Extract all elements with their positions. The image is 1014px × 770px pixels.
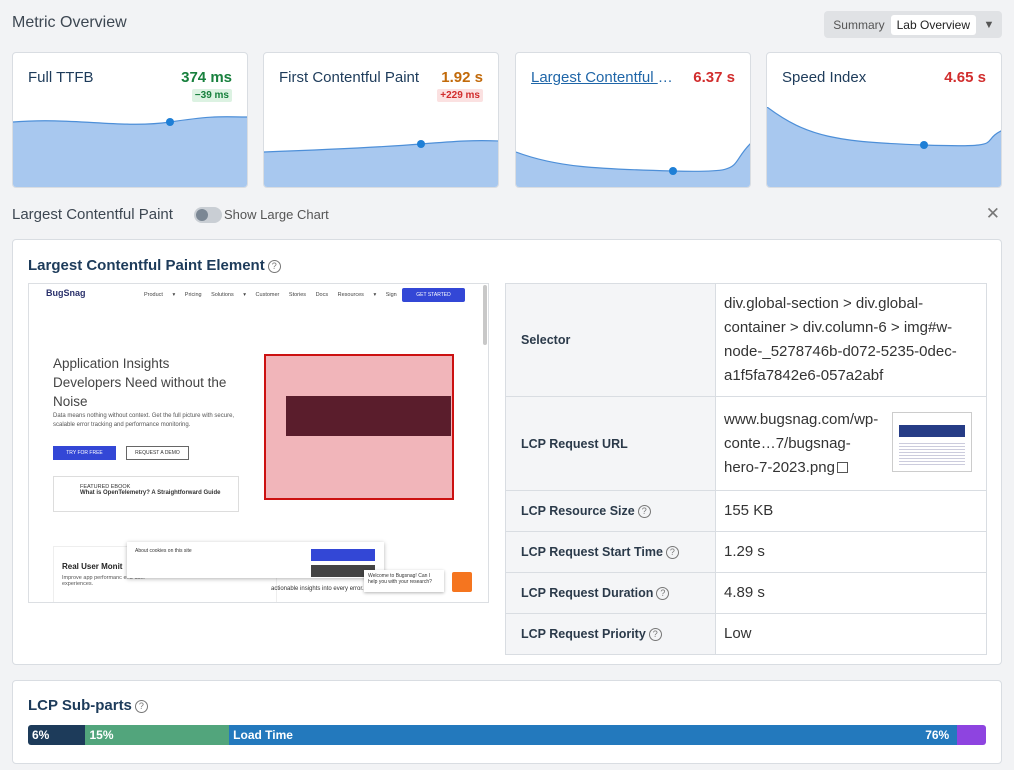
metric-card-speed-index[interactable]: Speed Index 4.65 s [766,52,1002,188]
lcp-image-thumbnail [892,411,972,472]
help-circle-icon[interactable]: ? [656,587,670,600]
table-row: LCP Request Duration? 4.89 s [505,572,987,614]
prop-value: 155 KB [715,490,987,532]
prop-key: LCP Request Duration? [505,572,716,614]
lcp-element-highlight [264,354,454,500]
table-row: LCP Request Priority? Low [505,613,987,655]
lcp-subparts-panel: LCP Sub-parts? 6% 15% Load Time 76% [12,680,1002,764]
preview-ebook: FEATURED EBOOK What is OpenTelemetry? A S… [53,476,239,512]
metric-cards: Full TTFB 374 ms −39 ms First Contentful… [12,52,1002,188]
subpart-label: Load Time [233,728,293,742]
metric-value: 374 ms [181,69,232,86]
prop-value-url: www.bugsnag.com/wp-conte…7/bugsnag-hero-… [715,396,987,491]
preview-try-free: TRY FOR FREE [53,446,116,460]
preview-headline: Application Insights Developers Need wit… [53,356,227,409]
external-link-icon[interactable] [836,461,848,473]
metric-name: Full TTFB [28,69,94,86]
subpart-segment-2[interactable]: Load Time 76% [229,725,958,745]
metric-name: First Contentful Paint [279,69,420,86]
prop-value: 1.29 s [715,531,987,573]
subpart-label: 6% [32,728,50,742]
highlight-dashboard [286,396,451,436]
help-circle-icon[interactable]: ? [134,700,148,713]
table-row: LCP Request URL www.bugsnag.com/wp-conte… [505,396,987,491]
prop-key: Selector [505,283,716,397]
lcp-properties-table: Selector div.global-section > div.global… [505,283,987,655]
metric-overview-header: Metric Overview Summary Lab Overview ▼ [12,11,1002,38]
metric-sparkline [767,107,1001,187]
metric-sparkline [13,116,247,187]
large-chart-toggle[interactable] [194,207,222,223]
preview-scrollbar[interactable] [483,285,487,345]
metric-name-link[interactable]: Largest Contentful Paint [531,69,679,86]
prop-value: Low [715,613,987,655]
lcp-url-link[interactable]: www.bugsnag.com/wp-conte…7/bugsnag-hero-… [724,410,879,476]
prop-value-selector: div.global-section > div.global-containe… [715,283,987,397]
view-toggle[interactable]: Summary Lab Overview ▼ [824,11,1002,38]
metric-value: 6.37 s [693,69,735,86]
subpart-segment-3[interactable] [957,725,986,745]
prop-key: LCP Request URL [505,396,716,491]
preview-nav: Product ▾ Pricing Solutions ▾ Customer S… [144,292,411,298]
table-row: LCP Request Start Time? 1.29 s [505,531,987,573]
lcp-section-title: Largest Contentful Paint [12,206,173,223]
preview-logo: BugSnag [46,288,86,298]
subparts-stacked-bar: 6% 15% Load Time 76% [28,725,986,745]
preview-cookie-settings [311,565,375,577]
prop-key: LCP Resource Size? [505,490,716,532]
subpart-label: 15% [89,728,114,742]
metric-delta-badge: −39 ms [191,89,232,102]
lcp-element-title: Largest Contentful Paint Element? [28,257,281,274]
table-row: LCP Resource Size? 155 KB [505,490,987,532]
prop-key: LCP Request Start Time? [505,531,716,573]
metric-name: Speed Index [782,69,867,86]
metric-card-lcp[interactable]: Largest Contentful Paint 6.37 s [515,52,751,188]
preview-request-demo: REQUEST A DEMO [126,446,189,460]
metric-card-fcp[interactable]: First Contentful Paint 1.92 s +229 ms [263,52,499,188]
toggle-knob [196,209,208,221]
prop-value: 4.89 s [715,572,987,614]
metric-card-ttfb[interactable]: Full TTFB 374 ms −39 ms [12,52,248,188]
lcp-page-screenshot: BugSnag Product ▾ Pricing Solutions ▾ Cu… [28,283,489,603]
metric-sparkline [264,140,498,187]
subpart-segment-1[interactable]: 15% [85,725,230,745]
preview-rum-sub: Improve app performanc end-user experien… [62,575,146,587]
subparts-title: LCP Sub-parts? [28,697,148,714]
help-circle-icon[interactable]: ? [648,628,662,641]
lcp-section-header: Largest Contentful Paint Show Large Char… [12,204,1002,226]
caret-down-icon[interactable]: ▼ [983,18,995,31]
help-circle-icon[interactable]: ? [267,260,281,273]
table-row: Selector div.global-section > div.global… [505,283,987,397]
subpart-percent: 76% [925,728,950,742]
metric-value: 1.92 s [441,69,483,86]
preview-subtext: Data means nothing without context. Get … [53,413,235,428]
close-icon[interactable]: ✕ [985,204,1000,223]
large-chart-toggle-label[interactable]: Show Large Chart [224,207,329,222]
preview-chat-button [452,572,472,592]
view-option-lab-overview[interactable]: Lab Overview [890,14,976,35]
preview-get-started: GET STARTED [402,288,465,302]
lcp-element-panel: Largest Contentful Paint Element? BugSna… [12,239,1002,665]
subpart-segment-0[interactable]: 6% [28,725,86,745]
preview-cookie-accept [311,549,375,561]
preview-actionable-text: actionable insights into every error. [271,586,364,592]
metric-delta-badge: +229 ms [437,89,483,102]
view-option-summary[interactable]: Summary [833,17,885,32]
help-circle-icon[interactable]: ? [637,505,651,518]
prop-key: LCP Request Priority? [505,613,716,655]
help-circle-icon[interactable]: ? [665,546,679,559]
preview-chat-bubble: Welcome to Bugsnag! Can I help you with … [364,570,444,592]
page-title: Metric Overview [12,14,127,31]
metric-value: 4.65 s [944,69,986,86]
preview-rum-title: Real User Monit [62,562,123,571]
metric-sparkline [516,143,750,187]
